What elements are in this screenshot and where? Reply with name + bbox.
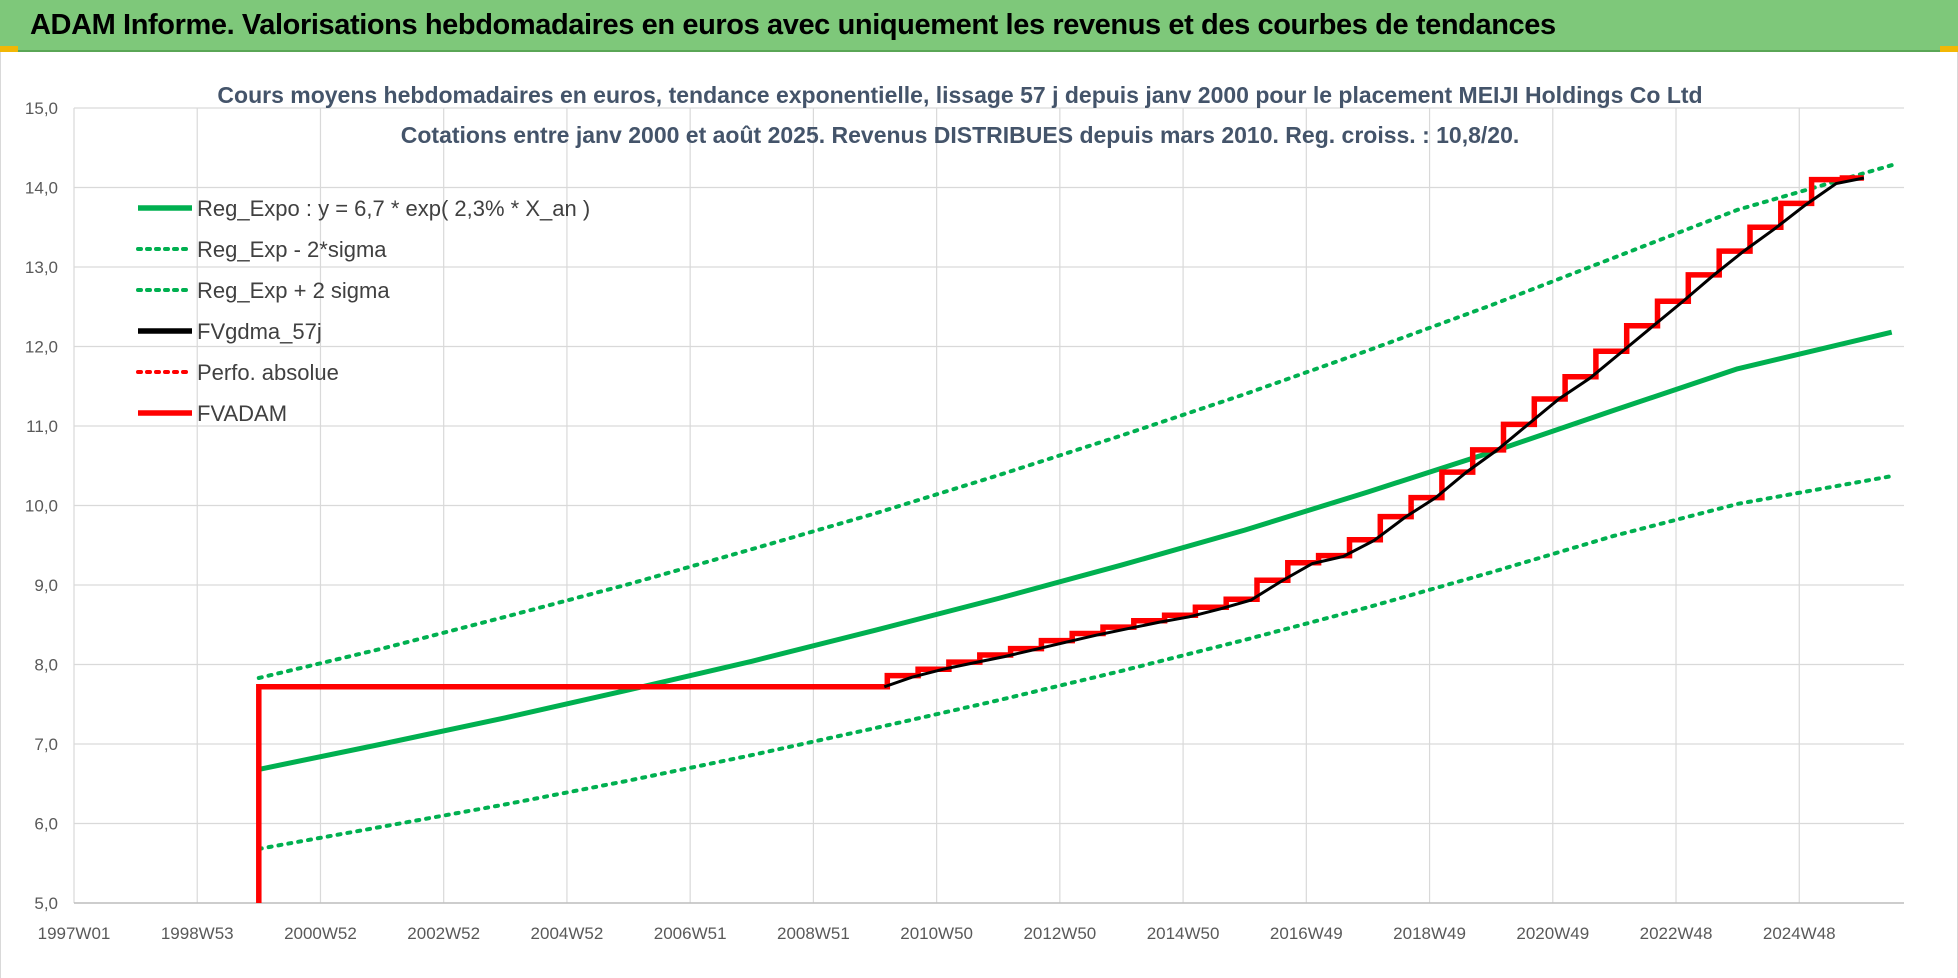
x-tick-label: 2024W48 (1763, 924, 1836, 943)
chart-series (256, 163, 1894, 903)
legend-label: FVADAM (197, 401, 287, 426)
x-tick-label: 1998W53 (161, 924, 234, 943)
series-line-fvadam (256, 175, 1864, 903)
x-tick-label: 2000W52 (284, 924, 357, 943)
series-line-reg-exp-2-sigma (256, 474, 1894, 851)
y-tick-label: 14,0 (25, 179, 58, 198)
legend-label: Reg_Exp - 2*sigma (197, 237, 387, 262)
x-tick-label: 2022W48 (1640, 924, 1713, 943)
x-tick-label: 1997W01 (38, 924, 111, 943)
y-tick-label: 11,0 (26, 417, 58, 436)
series-line-reg-expo-y-6-7-exp-2-3-x-an- (258, 329, 1893, 772)
x-tick-label: 2002W52 (407, 924, 480, 943)
x-tick-label: 2016W49 (1270, 924, 1343, 943)
legend-label: Reg_Exp + 2 sigma (197, 278, 390, 303)
corner-mark-right (1940, 46, 1958, 52)
y-tick-label: 10,0 (25, 497, 58, 516)
y-tick-label: 7,0 (34, 735, 58, 754)
x-axis-ticks: 1997W01 1998W53 2000W52 2002W52 2004W52 2006W… (38, 924, 1836, 943)
chart-legend: Reg_Expo : y = 6,7 * exp( 2,3% * X_an ) R… (136, 196, 590, 426)
report-title: ADAM Informe. Valorisations hebdomadaire… (30, 9, 1556, 41)
x-tick-label: 2018W49 (1393, 924, 1466, 943)
x-tick-label: 2014W50 (1147, 924, 1220, 943)
chart-title-line-2: Cotations entre janv 2000 et août 2025. … (401, 122, 1520, 148)
x-tick-label: 2004W52 (531, 924, 604, 943)
y-tick-label: 6,0 (34, 815, 58, 834)
y-tick-label: 8,0 (34, 656, 58, 675)
corner-mark-left (0, 46, 18, 52)
series-line-reg-exp-2-sigma (256, 163, 1894, 680)
legend-label: Reg_Expo : y = 6,7 * exp( 2,3% * X_an ) (197, 196, 590, 221)
series-line-fvgdma-57j (883, 176, 1865, 689)
y-tick-label: 12,0 (25, 338, 58, 357)
x-tick-label: 2010W50 (900, 924, 973, 943)
report-banner: ADAM Informe. Valorisations hebdomadaire… (0, 0, 1958, 52)
x-tick-label: 2008W51 (777, 924, 850, 943)
chart-title-line-1: Cours moyens hebdomadaires en euros, ten… (217, 82, 1702, 108)
x-tick-label: 2012W50 (1023, 924, 1096, 943)
chart-grid (73, 107, 1904, 904)
y-tick-label: 15,0 (25, 99, 58, 118)
legend-label: FVgdma_57j (197, 319, 322, 344)
x-tick-label: 2006W51 (654, 924, 727, 943)
x-tick-label: 2020W49 (1516, 924, 1589, 943)
y-tick-label: 5,0 (34, 894, 58, 913)
y-axis-ticks: 5,0 6,0 7,0 8,0 9,0 10,0 11,0 12,0 13,0 14,0 15,0 (25, 99, 58, 913)
legend-label: Perfo. absolue (197, 360, 339, 385)
y-tick-label: 9,0 (34, 576, 58, 595)
y-tick-label: 13,0 (25, 258, 58, 277)
